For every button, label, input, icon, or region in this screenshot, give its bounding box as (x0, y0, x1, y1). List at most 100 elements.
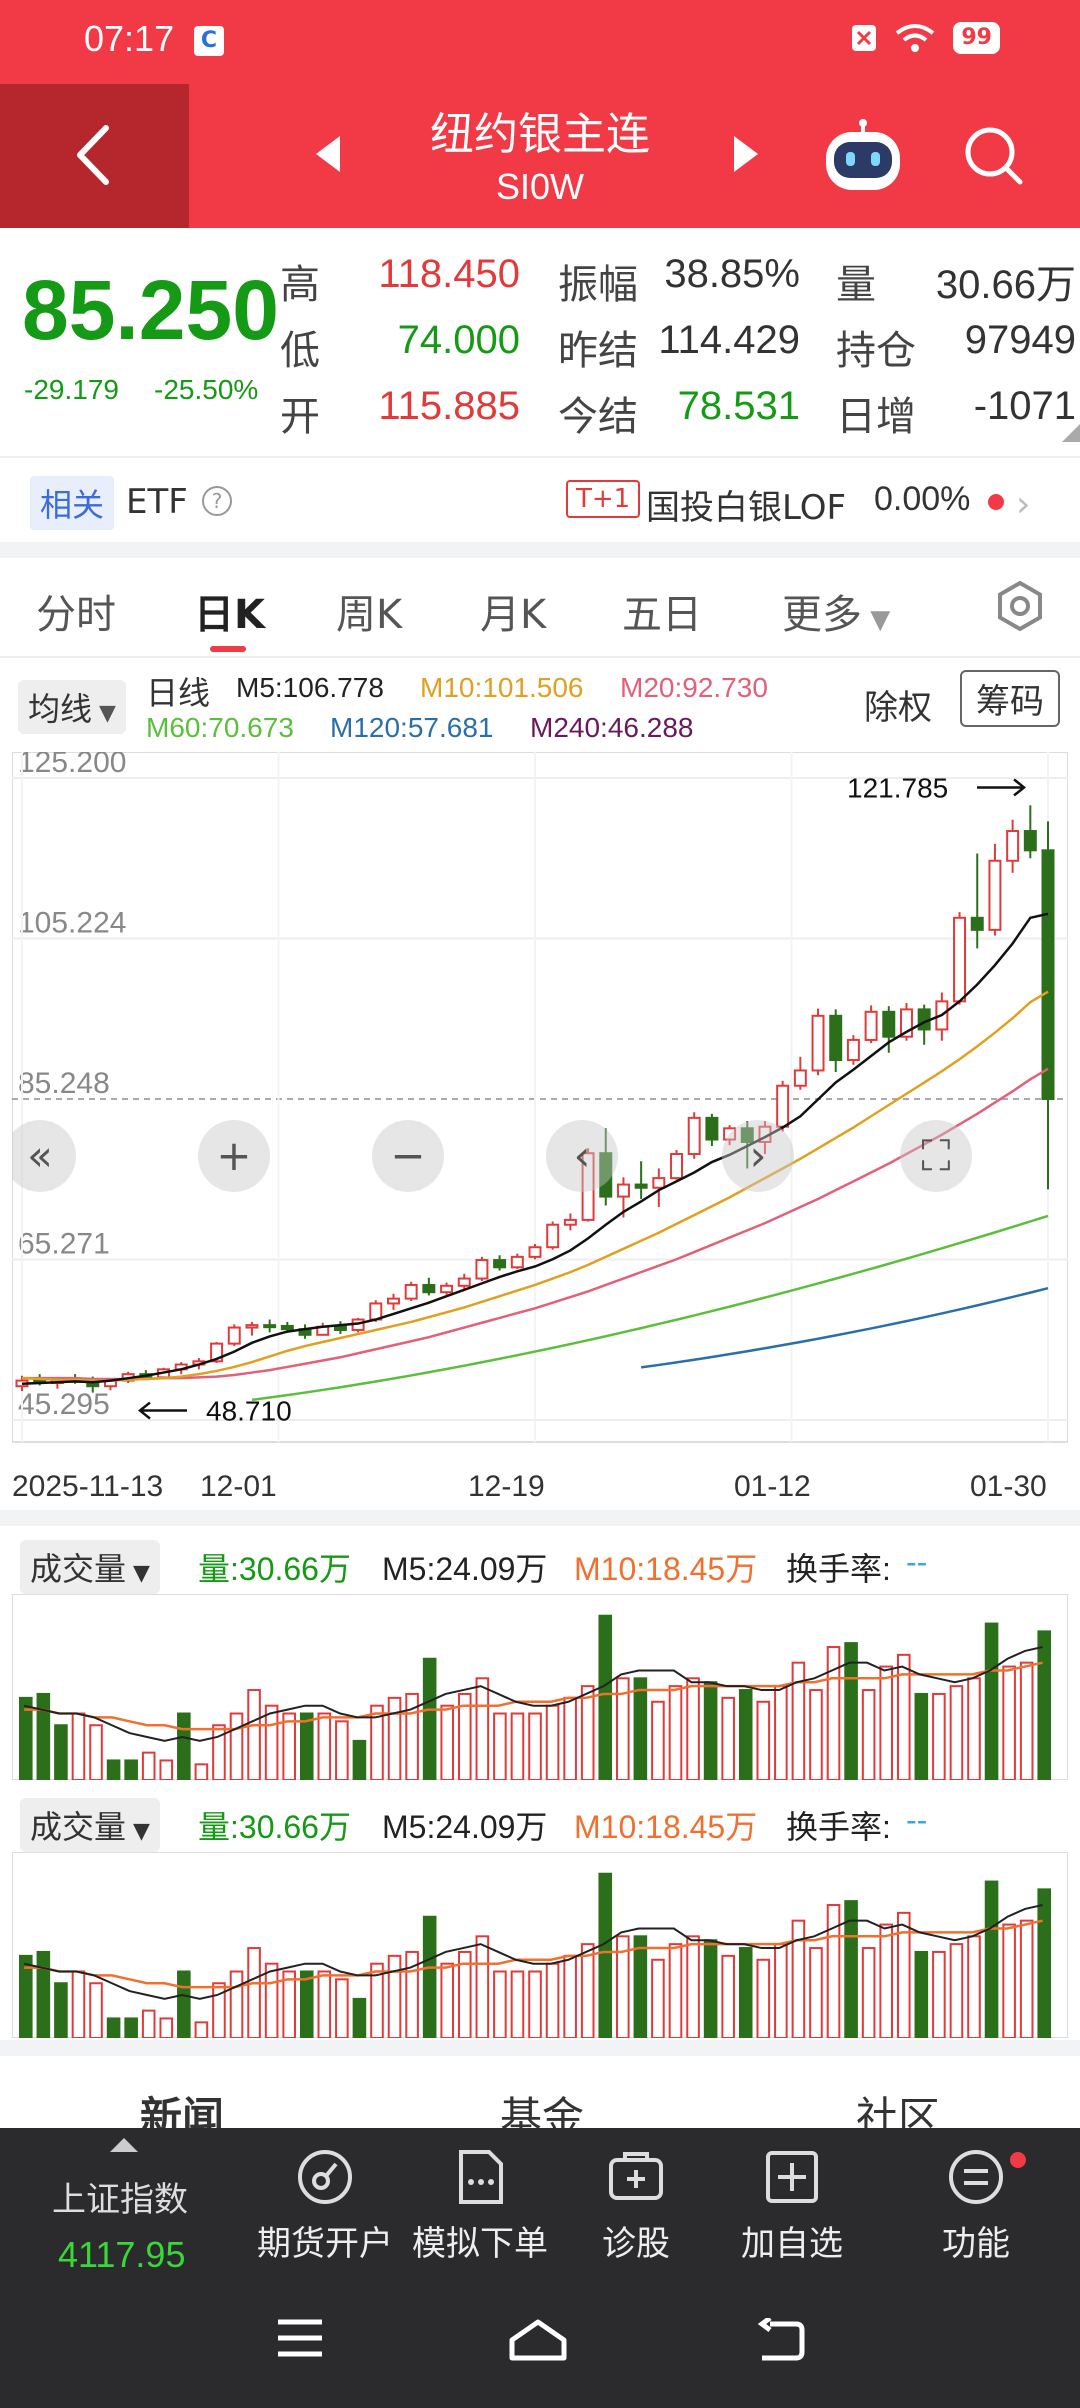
help-icon[interactable]: ? (202, 486, 232, 516)
volume-bar[interactable] (317, 1970, 332, 2038)
candle[interactable] (227, 1326, 241, 1345)
next-contract-icon[interactable] (734, 136, 758, 172)
volume-bar[interactable] (668, 1943, 683, 2038)
volume-bar[interactable] (598, 1614, 613, 1780)
expand-up-icon[interactable] (110, 2138, 138, 2152)
volume-bar[interactable] (756, 1700, 771, 1780)
volume-bar[interactable] (370, 1962, 384, 2038)
fund-name[interactable]: 国投白银LOF (646, 488, 847, 528)
fullscreen-icon[interactable] (900, 1120, 972, 1192)
nav-add-watchlist-button[interactable]: 加自选 (712, 2148, 872, 2265)
volume-bar[interactable] (317, 1712, 332, 1780)
volume-bar[interactable] (949, 1943, 964, 2038)
candle[interactable] (882, 1010, 896, 1038)
volume-bar[interactable] (580, 1685, 595, 1780)
candle[interactable] (404, 1283, 418, 1300)
candle[interactable] (899, 1008, 913, 1038)
volume-bar[interactable] (422, 1657, 437, 1780)
volume-bar[interactable] (141, 1751, 156, 1780)
volume-bar[interactable] (738, 1947, 753, 2038)
scroll-left-fast-icon[interactable] (12, 1120, 76, 1192)
scroll-right-button[interactable]: › (722, 1120, 794, 1192)
candle[interactable] (846, 1038, 860, 1062)
candle[interactable] (988, 859, 1002, 931)
volume-bar[interactable] (1002, 1665, 1016, 1780)
candle[interactable] (280, 1324, 294, 1331)
volume-bar[interactable] (106, 2017, 121, 2038)
candle[interactable] (1023, 830, 1037, 852)
tab-monthly-k[interactable]: 月K (480, 592, 547, 638)
volume-bar[interactable] (686, 1935, 700, 2038)
index-name[interactable]: 上证指数 (52, 2180, 188, 2220)
volume-bar[interactable] (879, 1665, 893, 1780)
volume-bar[interactable] (721, 1954, 735, 2038)
volume-bar[interactable] (282, 1712, 296, 1780)
volume-bar[interactable] (194, 1763, 209, 1780)
candle[interactable] (210, 1342, 224, 1363)
volume-bar[interactable] (616, 1935, 630, 2038)
volume-bar[interactable] (633, 1935, 648, 2038)
candle[interactable] (1041, 849, 1055, 1100)
volume-bar[interactable] (598, 1872, 613, 2038)
volume-bar[interactable] (633, 1677, 648, 1780)
scroll-left-icon[interactable] (546, 1120, 618, 1192)
volume-bar[interactable] (756, 1958, 771, 2038)
volume-bar[interactable] (563, 1954, 577, 2038)
candle[interactable] (811, 1014, 825, 1072)
volume-bar[interactable] (616, 1677, 630, 1780)
volume-bar[interactable] (1037, 1888, 1052, 2038)
candle[interactable] (705, 1116, 719, 1141)
volume-bar[interactable] (352, 1997, 367, 2038)
search-icon[interactable] (962, 124, 1026, 188)
zoom-out-button[interactable]: − (372, 1120, 444, 1192)
volume-bar[interactable] (335, 1978, 349, 2038)
volume-bar[interactable] (141, 2009, 156, 2038)
ex-rights-toggle[interactable]: 除权 (864, 688, 932, 728)
volume-bar[interactable] (405, 1950, 419, 2038)
volume-bar[interactable] (528, 1712, 542, 1780)
volume-bar[interactable] (212, 1724, 226, 1780)
volume-bar[interactable] (440, 1962, 455, 2038)
back-button[interactable] (0, 84, 189, 228)
scroll-left-button[interactable]: ‹ (546, 1120, 618, 1192)
candlestick-chart[interactable]: 125.200 105.224 85.248 65.271 45.295 121.785… (12, 752, 1068, 1452)
prev-contract-icon[interactable] (316, 136, 340, 172)
volume-bar[interactable] (932, 1692, 946, 1780)
volume-bar[interactable] (1002, 1923, 1016, 2038)
volume-bar[interactable] (791, 1919, 806, 2038)
candle[interactable] (493, 1259, 507, 1269)
nav-simulate-button[interactable]: 模拟下单 (400, 2148, 560, 2265)
volume-bar[interactable] (387, 1696, 402, 1780)
volume-bar[interactable] (914, 1692, 929, 1780)
volume-bar[interactable] (879, 1923, 893, 2038)
volume-bar[interactable] (124, 1759, 138, 1780)
volume-bar[interactable] (247, 1947, 261, 2038)
volume-bar[interactable] (457, 1950, 472, 2038)
volume-bar[interactable] (510, 1712, 525, 1780)
volume-bar[interactable] (387, 1954, 402, 2038)
volume-bar[interactable] (545, 1704, 560, 1780)
volume-bar[interactable] (791, 1661, 806, 1780)
tab-five-day[interactable]: 五日 (622, 592, 702, 638)
volume-bar[interactable] (668, 1685, 683, 1780)
volume-bar[interactable] (352, 1739, 367, 1780)
volume-bar[interactable] (36, 1950, 51, 2038)
volume-bar[interactable] (984, 1880, 999, 2038)
volume-bar[interactable] (89, 1982, 103, 2038)
zoom-in-icon[interactable] (198, 1120, 270, 1192)
volume-bar[interactable] (1037, 1630, 1052, 1780)
candle[interactable] (528, 1246, 542, 1258)
candle[interactable] (510, 1255, 524, 1269)
volume-bar[interactable] (124, 2017, 138, 2038)
volume-bar[interactable] (177, 1970, 191, 2038)
candle[interactable] (475, 1259, 489, 1280)
candle[interactable] (723, 1127, 737, 1141)
volume-bar[interactable] (229, 1712, 244, 1780)
tab-intraday[interactable]: 分时 (36, 592, 116, 638)
settings-hexagon-icon[interactable] (994, 580, 1046, 632)
volume-bar[interactable] (738, 1689, 753, 1780)
indicator-selector[interactable]: 成交量 ▼ (20, 1798, 160, 1852)
candle[interactable] (740, 1127, 754, 1143)
zoom-in-button[interactable]: + (198, 1120, 270, 1192)
candle[interactable] (333, 1325, 347, 1331)
